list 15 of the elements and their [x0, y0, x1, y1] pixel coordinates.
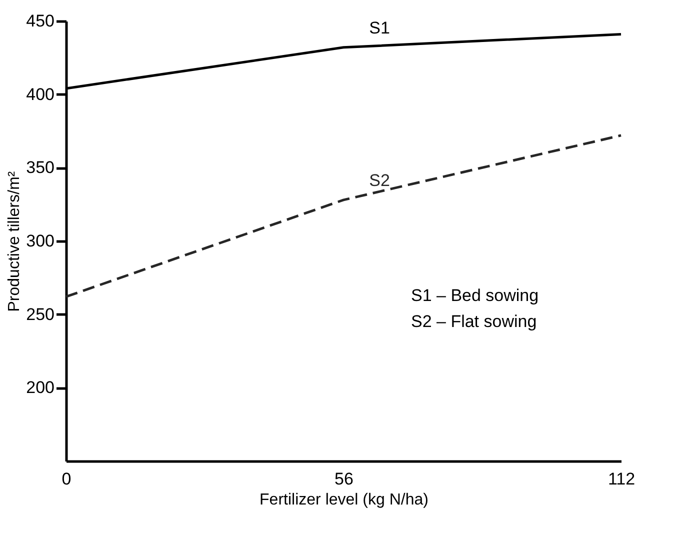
series-label: S2 [369, 170, 390, 190]
y-tick-label: 200 [26, 378, 54, 398]
y-tick-label: 450 [26, 12, 54, 30]
y-tick-label: 300 [26, 232, 54, 250]
annotation: S1 – Bed sowing [411, 286, 539, 305]
y-tick-label: 250 [26, 304, 54, 324]
series-label: S1 [369, 18, 390, 38]
x-tick-label: 0 [62, 470, 72, 488]
x-tick-label: 112 [608, 470, 636, 488]
x-tick-label: 56 [334, 470, 354, 488]
y-axis-title: Productive tillers/m² [6, 170, 24, 312]
y-tick-label: 400 [26, 84, 54, 104]
y-tick-label: 350 [26, 158, 54, 178]
x-axis-title: Fertilizer level (kg N/ha) [260, 492, 428, 508]
annotation: S2 – Flat sowing [411, 312, 537, 331]
